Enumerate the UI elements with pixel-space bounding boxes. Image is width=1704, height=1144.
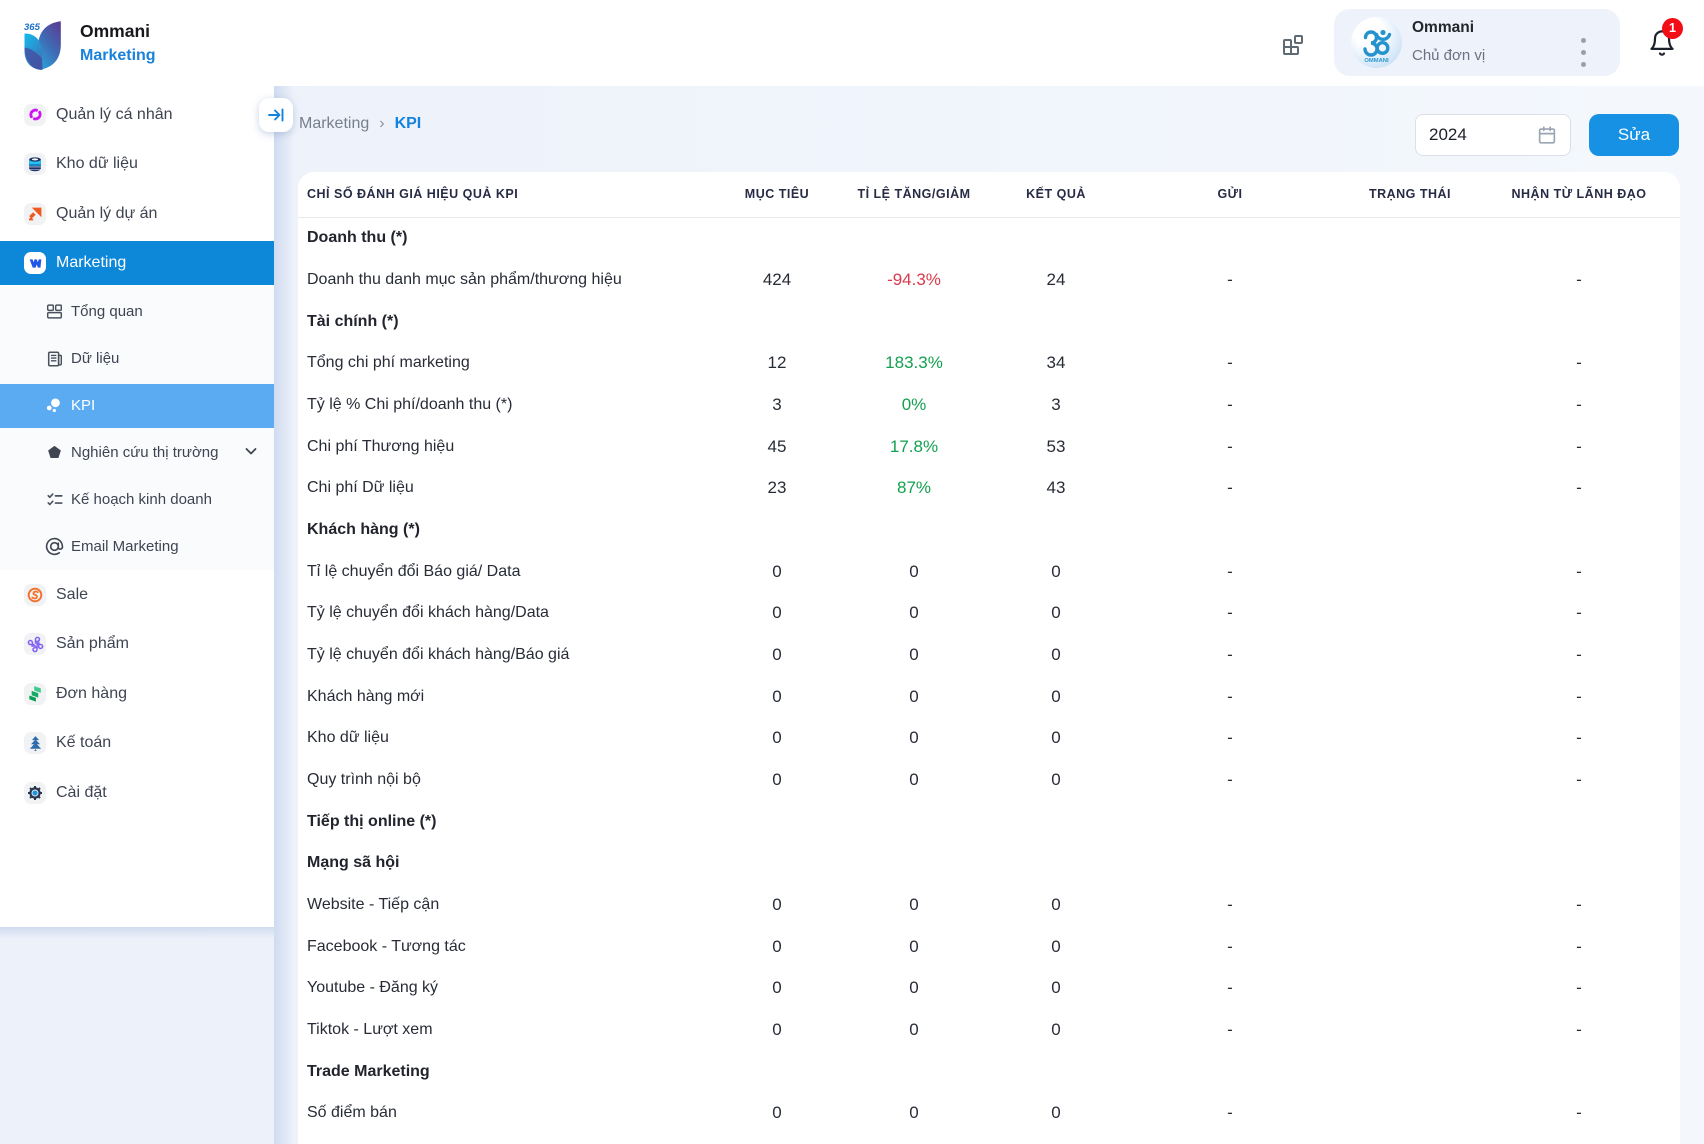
svg-text:OMMANI: OMMANI [1364, 58, 1389, 64]
svg-text:365: 365 [24, 22, 41, 33]
